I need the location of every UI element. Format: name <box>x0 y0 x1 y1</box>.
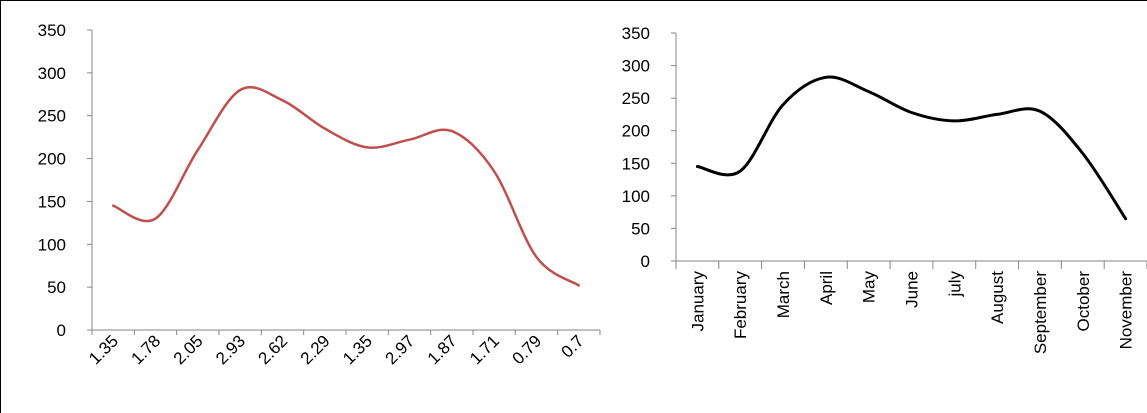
x-tick-label: july <box>945 271 964 298</box>
x-tick-label: April <box>817 271 836 305</box>
x-tick-label: 1.78 <box>127 331 164 368</box>
x-tick-label: 2.62 <box>254 331 291 368</box>
x-tick-label: 2.05 <box>170 331 207 368</box>
x-tick-label: 1.35 <box>339 331 376 368</box>
y-tick-label: 300 <box>622 57 650 76</box>
x-tick-label: 2.29 <box>297 331 334 368</box>
x-tick-label: 2.93 <box>212 331 249 368</box>
x-tick-label: October <box>1074 271 1093 332</box>
y-tick-label: 100 <box>38 235 66 254</box>
y-tick-label: 150 <box>622 154 650 173</box>
y-tick-label: 250 <box>38 107 66 126</box>
x-tick-label: May <box>860 271 879 304</box>
y-tick-label: 150 <box>38 192 66 211</box>
x-tick-label: November <box>1117 271 1136 350</box>
x-tick-label: 0.79 <box>508 331 545 368</box>
series-line <box>111 85 581 287</box>
y-tick-label: 350 <box>622 24 650 43</box>
y-tick-label: 50 <box>47 278 66 297</box>
x-tick-label: January <box>688 271 707 332</box>
x-tick-label: September <box>1031 271 1050 354</box>
y-tick-label: 250 <box>622 89 650 108</box>
x-tick-label: August <box>988 271 1007 324</box>
x-tick-label: June <box>903 271 922 308</box>
series-line <box>695 75 1128 221</box>
y-tick-label: 0 <box>57 321 66 340</box>
x-tick-label: 1.87 <box>424 331 461 368</box>
x-tick-label: 1.35 <box>85 331 122 368</box>
y-tick-label: 200 <box>622 122 650 141</box>
y-tick-label: 350 <box>38 21 66 40</box>
y-tick-label: 50 <box>631 219 650 238</box>
right-line-chart: 0 50 100 150 200 250 300 350 January February Marc… <box>622 24 1147 354</box>
y-tick-label: 200 <box>38 150 66 169</box>
x-tick-label: March <box>774 271 793 318</box>
x-tick-label: 2.97 <box>381 331 418 368</box>
y-tick-label: 300 <box>38 64 66 83</box>
x-tick-label: February <box>731 271 750 340</box>
x-tick-label: 1.71 <box>466 331 503 368</box>
y-tick-label: 0 <box>641 252 650 271</box>
x-tick-label: 0.7 <box>558 331 588 361</box>
y-tick-label: 100 <box>622 187 650 206</box>
